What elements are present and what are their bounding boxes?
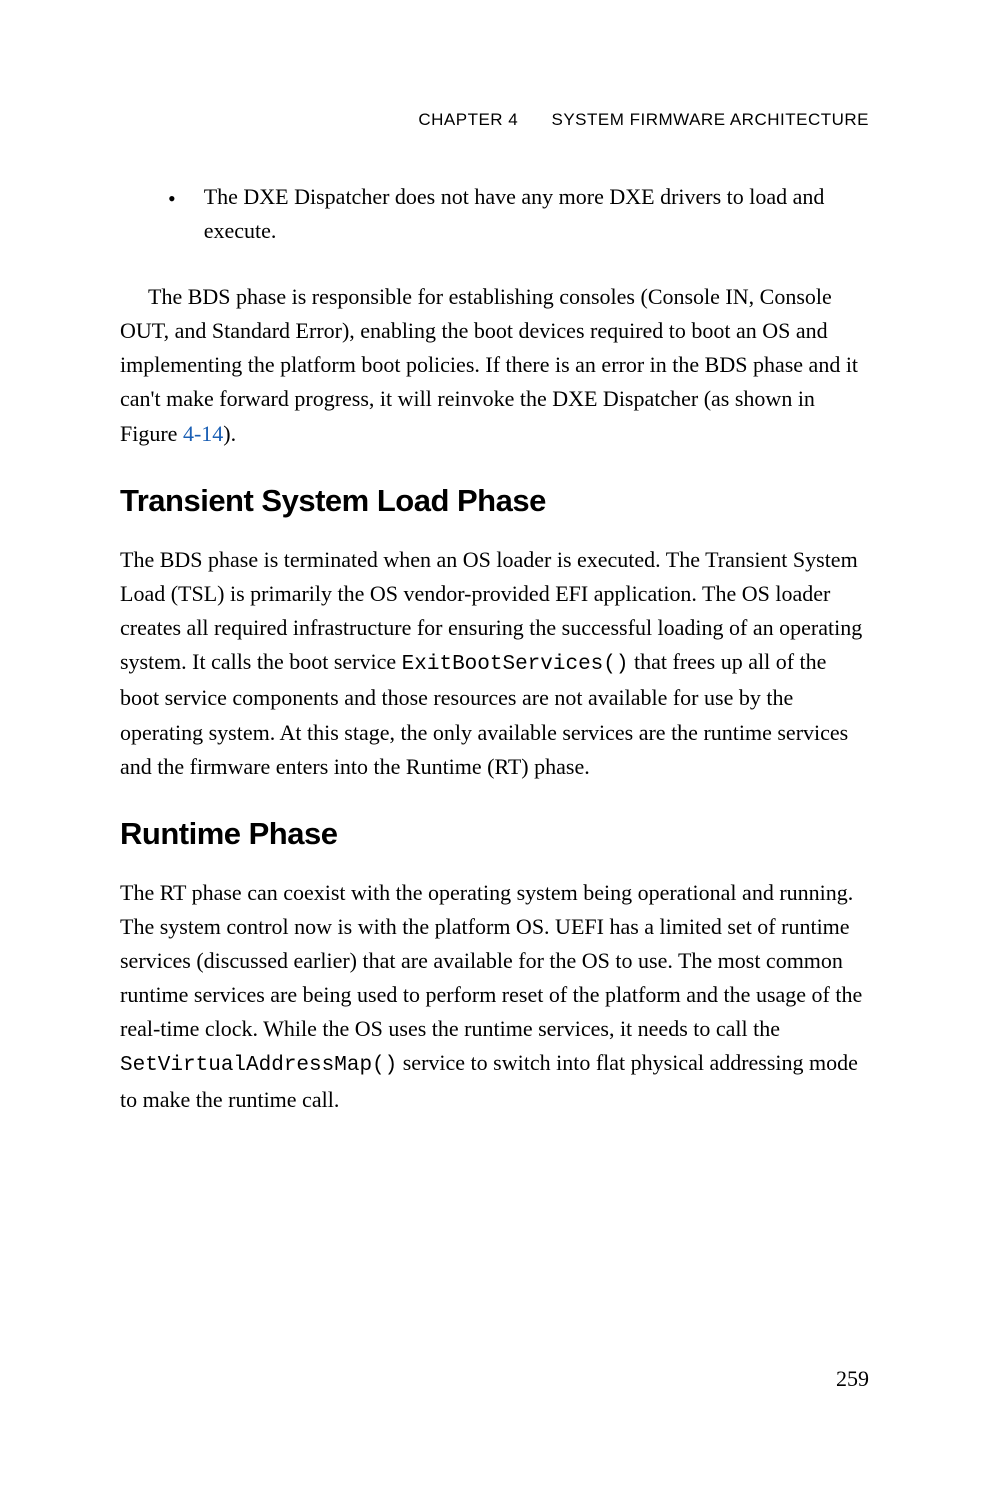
- runtime-heading: Runtime Phase: [120, 816, 869, 852]
- bullet-item: • The DXE Dispatcher does not have any m…: [168, 180, 869, 248]
- runtime-para-pre: The RT phase can coexist with the operat…: [120, 880, 862, 1041]
- figure-link[interactable]: 4-14: [183, 421, 223, 446]
- tsl-paragraph: The BDS phase is terminated when an OS l…: [120, 543, 869, 784]
- tsl-heading: Transient System Load Phase: [120, 483, 869, 519]
- para1-post: ).: [223, 421, 236, 446]
- chapter-title: SYSTEM FIRMWARE ARCHITECTURE: [552, 110, 870, 129]
- code-exitbootservices: ExitBootServices(): [402, 653, 629, 676]
- page-header: CHAPTER 4 SYSTEM FIRMWARE ARCHITECTURE: [120, 110, 869, 130]
- runtime-paragraph: The RT phase can coexist with the operat…: [120, 876, 869, 1117]
- bullet-marker: •: [168, 182, 176, 248]
- chapter-label: CHAPTER 4: [418, 110, 518, 129]
- page-number: 259: [836, 1366, 869, 1392]
- code-setvirtualaddressmap: SetVirtualAddressMap(): [120, 1054, 397, 1077]
- bullet-text: The DXE Dispatcher does not have any mor…: [204, 180, 869, 248]
- bds-paragraph: The BDS phase is responsible for establi…: [120, 280, 869, 450]
